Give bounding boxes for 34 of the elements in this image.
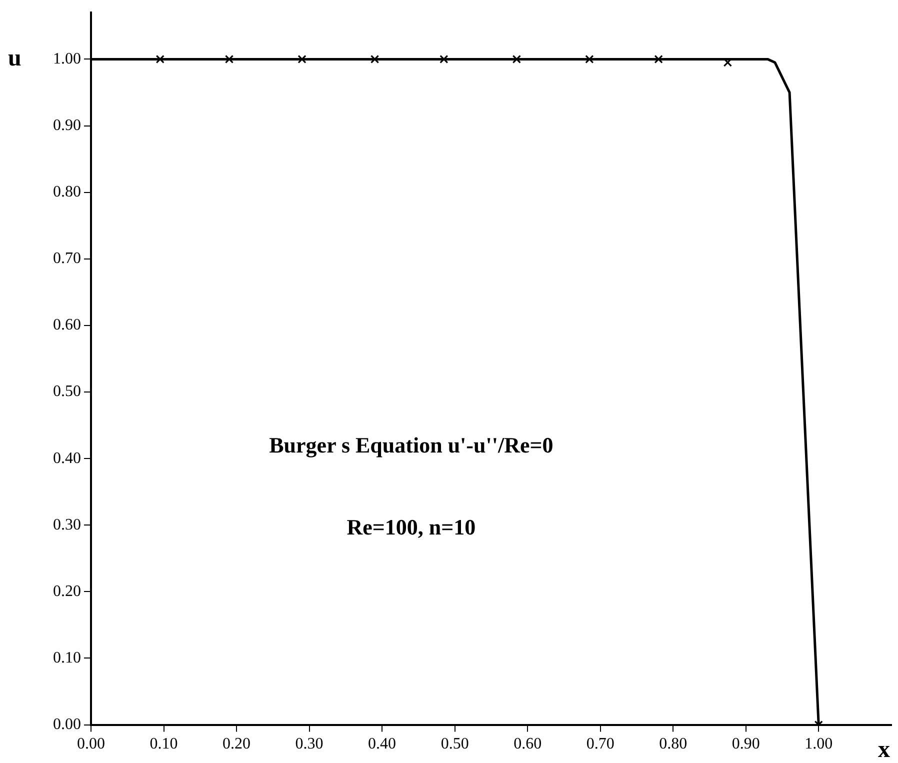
annotation: Re=100, n=10 bbox=[346, 514, 476, 540]
annotation: Burger s Equation u'-u''/Re=0 bbox=[269, 432, 554, 458]
x-tick-label: 0.20 bbox=[222, 736, 251, 753]
x-tick-label: 0.40 bbox=[368, 736, 396, 753]
y-tick-label: 0.40 bbox=[53, 450, 81, 467]
point bbox=[156, 54, 164, 64]
x-tick-label: 0.70 bbox=[586, 736, 614, 753]
point bbox=[585, 54, 594, 64]
x-axis-title: x bbox=[878, 737, 890, 763]
y-tick-label: 0.00 bbox=[53, 716, 81, 734]
y-tick-label: 0.60 bbox=[53, 316, 81, 334]
y-tick-label: 0.10 bbox=[53, 649, 81, 666]
x-tick-label: 0.10 bbox=[150, 736, 178, 753]
point bbox=[224, 54, 234, 64]
x-tick-label: 0.00 bbox=[77, 736, 105, 753]
x-tick-label: 0.90 bbox=[732, 736, 760, 753]
y-tick-label: 0.90 bbox=[53, 116, 81, 134]
y-tick-label: 0.20 bbox=[53, 582, 81, 600]
y-tick-label: 0.50 bbox=[53, 383, 81, 400]
point bbox=[370, 54, 380, 64]
x-tick-label: 0.50 bbox=[440, 736, 469, 753]
point bbox=[654, 54, 663, 64]
y-tick-label: 1.00 bbox=[53, 50, 81, 68]
x-tick-label: 0.60 bbox=[514, 736, 542, 753]
y-axis-title: u bbox=[8, 45, 22, 72]
y-tick-label: 0.70 bbox=[53, 250, 81, 268]
x-tick-label: 0.80 bbox=[659, 736, 688, 753]
point bbox=[512, 54, 522, 64]
y-tick-label: 0.80 bbox=[53, 184, 81, 201]
y-tick-label: 0.30 bbox=[53, 516, 81, 534]
x-tick-label: 1.00 bbox=[804, 736, 833, 753]
point bbox=[298, 54, 306, 64]
x-tick-label: 0.30 bbox=[295, 736, 324, 753]
point bbox=[440, 54, 448, 64]
